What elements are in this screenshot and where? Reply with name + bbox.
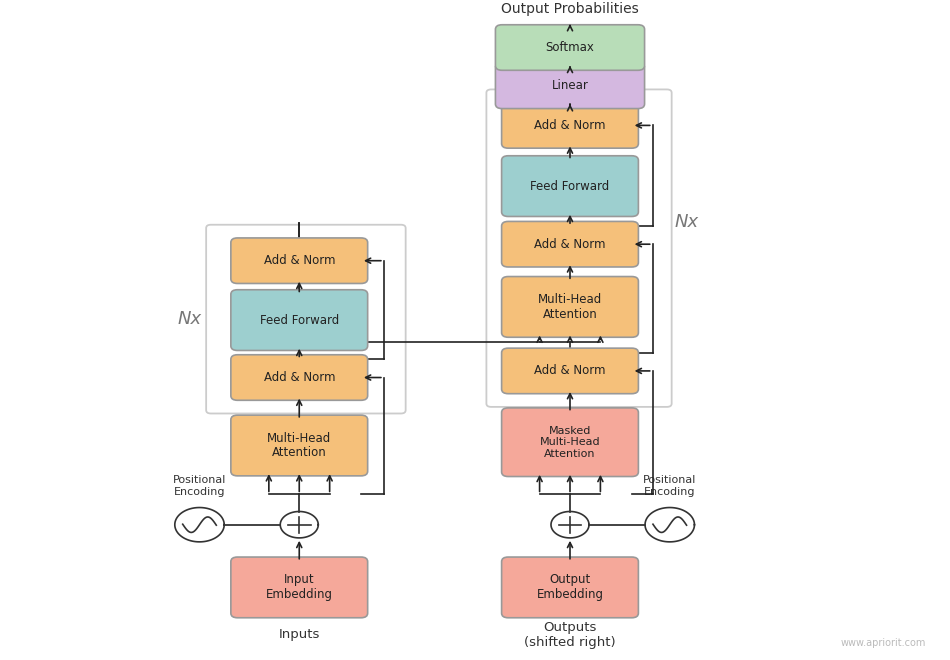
- Text: Outputs
(shifted right): Outputs (shifted right): [524, 621, 616, 649]
- Text: Positional
Encoding: Positional Encoding: [173, 475, 226, 497]
- FancyBboxPatch shape: [496, 63, 644, 108]
- FancyBboxPatch shape: [502, 408, 638, 477]
- Text: Add & Norm: Add & Norm: [263, 254, 335, 267]
- Text: Multi-Head
Attention: Multi-Head Attention: [538, 293, 602, 321]
- Text: Nx: Nx: [178, 310, 202, 328]
- FancyBboxPatch shape: [231, 557, 368, 618]
- FancyBboxPatch shape: [502, 221, 638, 267]
- FancyBboxPatch shape: [502, 557, 638, 618]
- Text: Masked
Multi-Head
Attention: Masked Multi-Head Attention: [540, 426, 600, 459]
- FancyBboxPatch shape: [502, 348, 638, 393]
- Text: Input
Embedding: Input Embedding: [266, 574, 332, 601]
- FancyBboxPatch shape: [231, 238, 368, 284]
- FancyBboxPatch shape: [496, 24, 644, 70]
- Text: Add & Norm: Add & Norm: [534, 364, 606, 378]
- Text: Nx: Nx: [674, 213, 699, 231]
- FancyBboxPatch shape: [502, 156, 638, 216]
- Text: Output Probabilities: Output Probabilities: [502, 2, 638, 16]
- Text: Add & Norm: Add & Norm: [263, 371, 335, 384]
- Text: www.apriorit.com: www.apriorit.com: [841, 638, 926, 648]
- Text: Add & Norm: Add & Norm: [534, 119, 606, 132]
- FancyBboxPatch shape: [231, 355, 368, 400]
- Text: Multi-Head
Attention: Multi-Head Attention: [267, 432, 332, 459]
- Text: Feed Forward: Feed Forward: [259, 314, 339, 327]
- FancyBboxPatch shape: [502, 102, 638, 148]
- FancyBboxPatch shape: [231, 290, 368, 350]
- Text: Positional
Encoding: Positional Encoding: [643, 475, 696, 497]
- FancyBboxPatch shape: [231, 415, 368, 476]
- Text: Linear: Linear: [552, 79, 588, 92]
- Text: Inputs: Inputs: [278, 628, 320, 642]
- Text: Add & Norm: Add & Norm: [534, 238, 606, 251]
- Text: Softmax: Softmax: [545, 41, 595, 54]
- Text: Feed Forward: Feed Forward: [530, 180, 610, 193]
- FancyBboxPatch shape: [502, 277, 638, 337]
- Text: Output
Embedding: Output Embedding: [537, 574, 603, 601]
